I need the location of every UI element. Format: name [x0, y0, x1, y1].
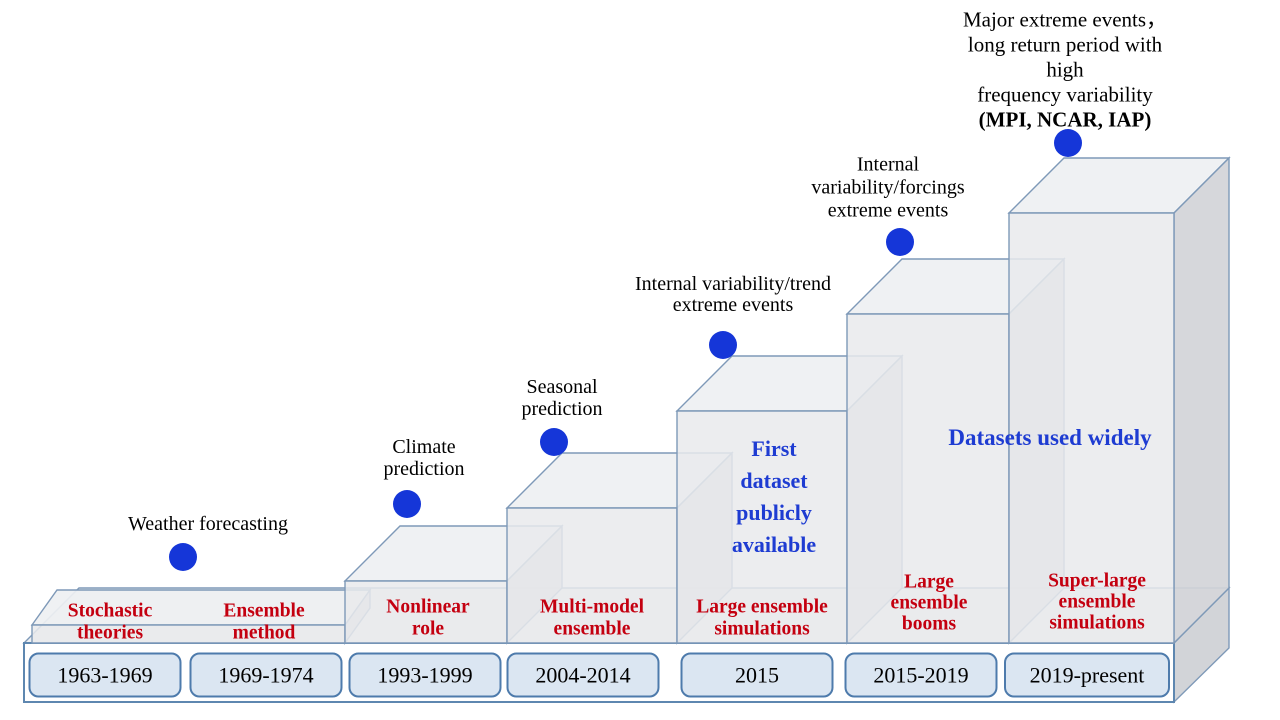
step-title-stochastic-theories: Stochastic theories [67, 600, 153, 644]
milestone-label-variability-trend: Internal variability/trend extreme event… [634, 273, 832, 316]
milestone-label-weather-forecasting: Weather forecasting [128, 513, 288, 535]
milestone-label-variability-forcings: Internal variability/forcings extreme ev… [811, 153, 965, 222]
callout-datasets-used-widely: Datasets used widely [948, 425, 1152, 450]
step6-side-face [1173, 156, 1230, 645]
step-title-ensemble-method: Ensemble method [223, 600, 305, 644]
year-box-2015-2019: 2015-2019 [844, 652, 998, 698]
milestone-dot-major-extreme-events [1054, 129, 1082, 157]
year-box-2004-2014: 2004-2014 [506, 652, 660, 698]
milestone-models-bold-text: (MPI, NCAR, IAP) [978, 107, 1152, 132]
milestone-dot-variability-trend [709, 331, 737, 359]
milestone-dot-variability-forcings [886, 228, 914, 256]
step3-front-face [506, 507, 678, 644]
milestone-major-extreme-text: Major extreme events， long return period… [962, 7, 1168, 107]
year-box-2015: 2015 [680, 652, 834, 698]
step-title-multi-model-ensemble: Multi-model ensemble [540, 596, 644, 640]
milestone-dot-climate-prediction [393, 490, 421, 518]
year-box-2019-present: 2019-present [1004, 652, 1170, 698]
step-title-large-ensemble-simulations: Large ensemble simulations [696, 596, 828, 640]
step4-front-face [676, 410, 848, 644]
milestone-dot-weather-forecasting [169, 543, 197, 571]
callout-first-dataset: First dataset publicly available [731, 436, 817, 557]
milestone-label-climate-prediction: Climate prediction [383, 436, 465, 480]
step5-front-face [846, 313, 1010, 644]
step6-front-face [1008, 212, 1175, 644]
step-title-large-ensemble-booms: Large ensemble booms [890, 571, 968, 635]
milestone-label-major-extreme-events: Major extreme events， long return period… [958, 0, 1173, 158]
year-box-1963-1969: 1963-1969 [28, 652, 182, 698]
milestone-label-seasonal-prediction: Seasonal prediction [521, 376, 603, 420]
year-box-1969-1974: 1969-1974 [189, 652, 343, 698]
step-title-nonlinear-role: Nonlinear role [386, 596, 470, 640]
step2-front-face [344, 580, 508, 644]
year-box-1993-1999: 1993-1999 [348, 652, 502, 698]
step-title-super-large-ensemble: Super-large ensemble simulations [1048, 570, 1146, 634]
milestone-dot-seasonal-prediction [540, 428, 568, 456]
